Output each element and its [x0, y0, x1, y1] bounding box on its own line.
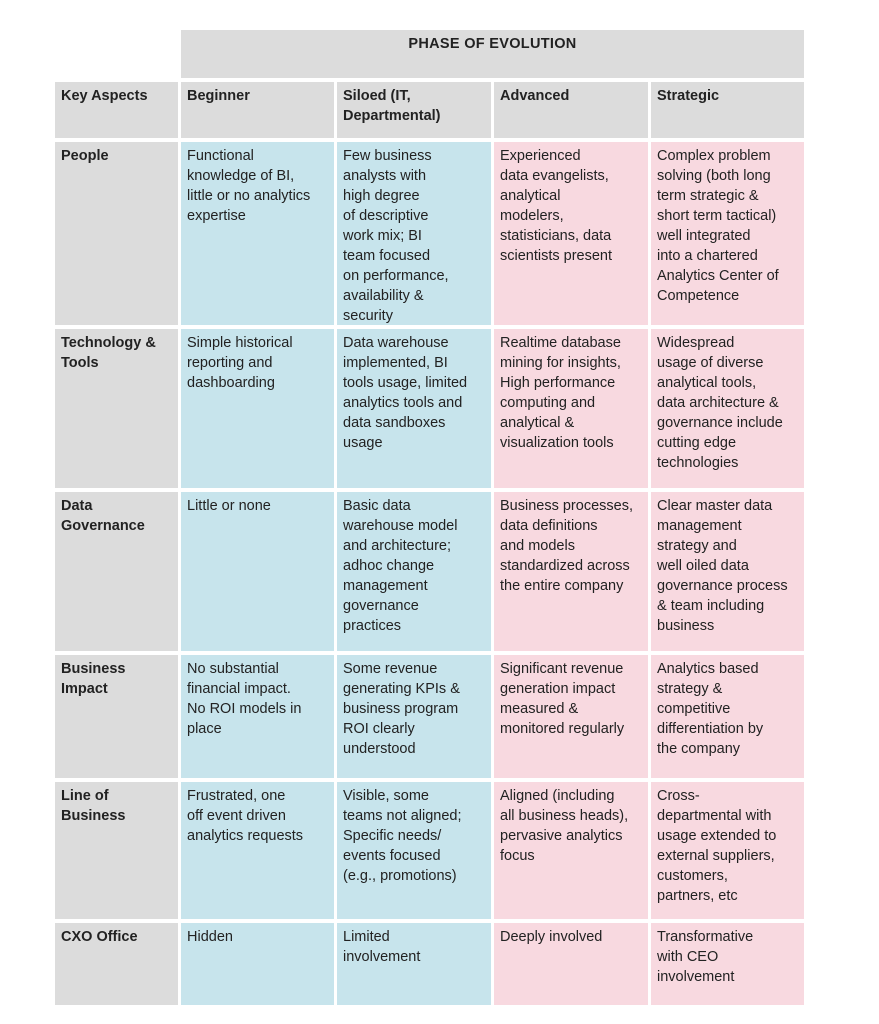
row-header-aspect: Data Governance [55, 492, 178, 651]
cell-siloed: Visible, some teams not aligned; Specifi… [337, 782, 491, 919]
cell-strategic: Complex problem solving (both long term … [651, 142, 804, 325]
cell-strategic: Analytics based strategy & competitive d… [651, 655, 804, 778]
row-header-aspect: People [55, 142, 178, 325]
cell-advanced: Significant revenue generation impact me… [494, 655, 648, 778]
cell-siloed: Some revenue generating KPIs & business … [337, 655, 491, 778]
cell-beginner: No substantial financial impact. No ROI … [181, 655, 334, 778]
cell-beginner: Little or none [181, 492, 334, 651]
row-header-aspect: CXO Office [55, 923, 178, 1005]
cell-beginner: Simple historical reporting and dashboar… [181, 329, 334, 488]
evolution-table: PHASE OF EVOLUTION Key Aspects Beginner … [55, 30, 804, 1005]
phase-of-evolution-header: PHASE OF EVOLUTION [181, 30, 804, 78]
column-header-beginner: Beginner [181, 82, 334, 138]
cell-siloed: Limited involvement [337, 923, 491, 1005]
cell-strategic: Clear master data management strategy an… [651, 492, 804, 651]
column-header-advanced: Advanced [494, 82, 648, 138]
row-header-aspect: Technology & Tools [55, 329, 178, 488]
cell-advanced: Realtime database mining for insights, H… [494, 329, 648, 488]
cell-advanced: Business processes, data definitions and… [494, 492, 648, 651]
cell-siloed: Few business analysts with high degree o… [337, 142, 491, 325]
cell-siloed: Basic data warehouse model and architect… [337, 492, 491, 651]
cell-strategic: Widespread usage of diverse analytical t… [651, 329, 804, 488]
column-header-key-aspects: Key Aspects [55, 82, 178, 138]
row-header-aspect: Business Impact [55, 655, 178, 778]
cell-strategic: Cross- departmental with usage extended … [651, 782, 804, 919]
empty-corner [55, 30, 178, 78]
cell-advanced: Deeply involved [494, 923, 648, 1005]
cell-beginner: Frustrated, one off event driven analyti… [181, 782, 334, 919]
column-header-strategic: Strategic [651, 82, 804, 138]
cell-beginner: Functional knowledge of BI, little or no… [181, 142, 334, 325]
cell-beginner: Hidden [181, 923, 334, 1005]
cell-strategic: Transformative with CEO involvement [651, 923, 804, 1005]
cell-siloed: Data warehouse implemented, BI tools usa… [337, 329, 491, 488]
column-header-siloed: Siloed (IT, Departmental) [337, 82, 491, 138]
cell-advanced: Experienced data evangelists, analytical… [494, 142, 648, 325]
cell-advanced: Aligned (including all business heads), … [494, 782, 648, 919]
row-header-aspect: Line of Business [55, 782, 178, 919]
